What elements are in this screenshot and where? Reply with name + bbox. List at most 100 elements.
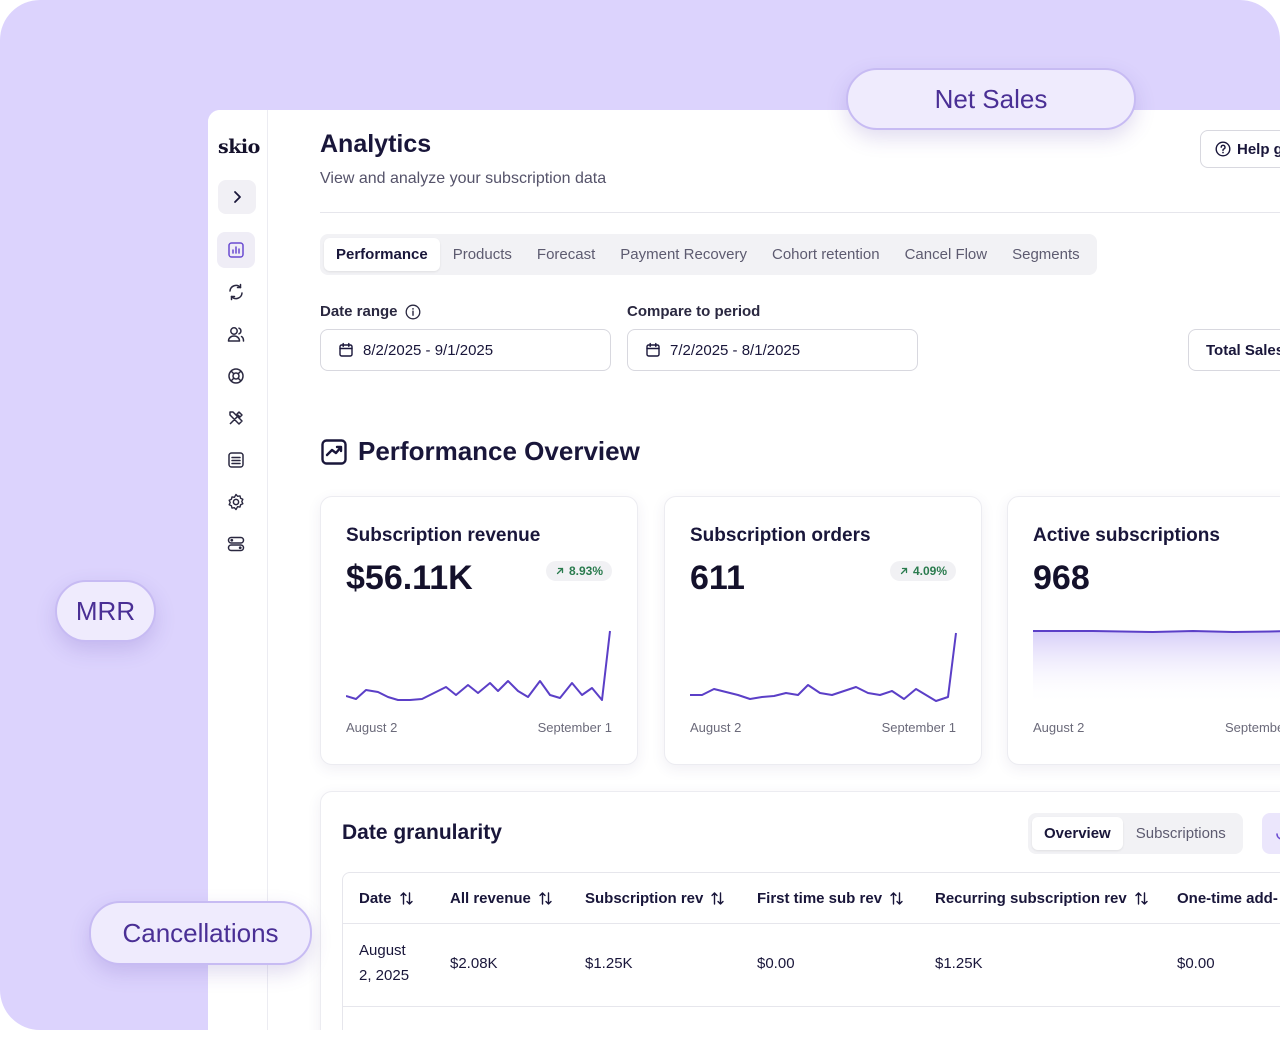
card-value: 968: [1033, 559, 1090, 597]
cell-date-line1: August: [359, 942, 406, 959]
page-title: Analytics: [320, 130, 432, 158]
x-axis-start: August 2: [346, 720, 398, 735]
column-label: Subscription rev: [585, 889, 704, 907]
column-label: Recurring subscription rev: [935, 889, 1127, 907]
metric-select[interactable]: Total Sales: [1188, 329, 1280, 371]
card-label: Active subscriptions: [1033, 525, 1220, 546]
tab-cohort-retention[interactable]: Cohort retention: [772, 246, 880, 263]
cell-one-time-add: $0.00: [1177, 955, 1215, 972]
sidebar: skio: [208, 110, 268, 1030]
column-header-subscription-rev[interactable]: Subscription rev: [585, 873, 725, 923]
tab-payment-recovery[interactable]: Payment Recovery: [620, 246, 747, 263]
sidebar-item-settings[interactable]: [217, 484, 255, 520]
cell-recurring-subscription-rev: $1.25K: [935, 955, 983, 972]
subscription-orders-sparkline: [690, 632, 957, 702]
tab-cancel-flow[interactable]: Cancel Flow: [904, 246, 988, 263]
performance-overview-title: Performance Overview: [358, 436, 640, 466]
sidebar-item-orders[interactable]: [217, 442, 255, 478]
date-granularity-title: Date granularity: [342, 821, 502, 844]
mrr-callout: MRR: [55, 580, 156, 642]
cancellations-callout: Cancellations: [89, 901, 312, 965]
compare-label: Compare to period: [627, 303, 761, 320]
cell-all-revenue: $2.08K: [450, 955, 498, 972]
gear-icon: [228, 493, 244, 511]
cell-subscription-rev: $1.25K: [585, 955, 633, 972]
tab-subscriptions[interactable]: Subscriptions: [1135, 825, 1226, 842]
date-range-label-text: Date range: [320, 303, 398, 320]
column-label: All revenue: [450, 889, 531, 907]
info-icon[interactable]: [405, 304, 421, 320]
bar-chart-icon: [228, 242, 244, 258]
row-divider: [343, 1006, 1280, 1007]
x-axis-end: September 1: [881, 720, 956, 735]
date-granularity-card: Date granularity Overview Subscriptions …: [320, 791, 1280, 1030]
cell-first-time-sub-rev: $0.00: [757, 955, 795, 972]
x-axis-start: August 2: [690, 720, 742, 735]
change-badge: 8.93%: [545, 561, 612, 581]
tools-icon: [229, 411, 243, 425]
sort-icon: [539, 891, 552, 905]
help-button[interactable]: Help g: [1200, 130, 1280, 168]
sort-icon: [711, 891, 725, 905]
sidebar-item-subscriptions[interactable]: [217, 274, 255, 310]
subscription-revenue-card[interactable]: Subscription revenue $56.11K 8.93% Augus…: [320, 496, 638, 765]
compare-period-picker[interactable]: 7/2/2025 - 8/1/2025: [627, 329, 918, 371]
calendar-icon: [646, 342, 660, 357]
sort-icon: [399, 891, 413, 905]
help-button-label: Help g: [1237, 140, 1280, 158]
change-value: 4.09%: [912, 564, 947, 578]
subscription-revenue-sparkline: [346, 630, 611, 701]
refresh-icon: [229, 283, 243, 301]
users-icon: [227, 327, 245, 342]
column-header-all-revenue[interactable]: All revenue: [450, 873, 553, 923]
sort-icon: [1135, 891, 1148, 905]
main-content: Analytics View and analyze your subscrip…: [320, 110, 1280, 1030]
column-header-recurring-subscription-rev[interactable]: Recurring subscription rev: [935, 873, 1149, 923]
app-window: skio Analytics View and anal: [208, 110, 1280, 1030]
column-header-date[interactable]: Date: [359, 873, 414, 923]
sidebar-item-customers[interactable]: [217, 316, 255, 352]
card-label: Subscription revenue: [346, 525, 541, 546]
active-subscriptions-card[interactable]: Active subscriptions 968 August 2 Septem…: [1007, 496, 1280, 765]
granularity-table: Date All revenue Subscription rev First …: [342, 872, 1280, 1030]
sidebar-item-analytics[interactable]: [217, 232, 255, 268]
trend-chart-icon: [321, 438, 347, 465]
sidebar-item-support[interactable]: [217, 358, 255, 394]
column-label: One-time add-: [1177, 889, 1278, 907]
net-sales-callout: Net Sales: [846, 68, 1136, 130]
column-label: Date: [359, 889, 392, 907]
tab-performance[interactable]: Performance: [324, 238, 440, 271]
header-divider: [320, 212, 1280, 213]
arrow-up-right-icon: [900, 567, 908, 575]
header-divider: [343, 923, 1280, 924]
change-badge: 4.09%: [889, 561, 956, 581]
card-value: $56.11K: [346, 559, 473, 597]
date-range-picker[interactable]: 8/2/2025 - 9/1/2025: [320, 329, 611, 371]
tab-overview[interactable]: Overview: [1032, 817, 1123, 850]
x-axis-start: August 2: [1033, 720, 1085, 735]
toggles-icon: [227, 536, 245, 552]
logo: skio: [218, 136, 260, 158]
chevron-right-icon: [234, 191, 241, 203]
tab-segments[interactable]: Segments: [1012, 246, 1080, 263]
card-label: Subscription orders: [690, 525, 871, 546]
card-value: 611: [690, 559, 745, 597]
sidebar-item-integrations[interactable]: [217, 526, 255, 562]
help-circle-icon: [1215, 141, 1231, 157]
tab-products[interactable]: Products: [452, 246, 512, 263]
subscription-orders-card[interactable]: Subscription orders 611 4.09% August 2 S…: [664, 496, 982, 765]
granularity-view-toggle: Overview Subscriptions: [1028, 813, 1243, 854]
lifebuoy-icon: [228, 368, 244, 384]
granularity-action-button[interactable]: [1262, 813, 1280, 854]
tab-forecast[interactable]: Forecast: [536, 246, 596, 263]
x-axis-end: September 1: [537, 720, 612, 735]
column-header-one-time-add[interactable]: One-time add-: [1177, 873, 1278, 923]
refresh-icon: [1276, 832, 1280, 839]
list-icon: [228, 452, 244, 468]
x-axis-end: Septembe: [1225, 720, 1280, 735]
column-header-first-time-sub-rev[interactable]: First time sub rev: [757, 873, 904, 923]
active-subscriptions-sparkline: [1033, 629, 1280, 705]
page-subtitle: View and analyze your subscription data: [320, 170, 607, 187]
sidebar-expand-button[interactable]: [218, 180, 256, 214]
sidebar-item-tools[interactable]: [217, 400, 255, 436]
